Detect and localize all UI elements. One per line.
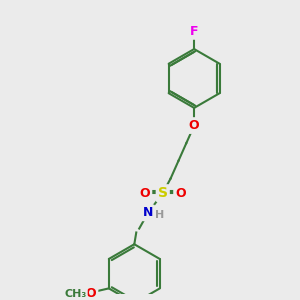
Text: S: S: [158, 186, 168, 200]
Text: N: N: [143, 206, 153, 219]
Text: O: O: [175, 187, 186, 200]
Text: CH₃: CH₃: [64, 289, 87, 299]
Text: F: F: [190, 25, 198, 38]
Text: H: H: [155, 210, 164, 220]
Text: O: O: [140, 187, 150, 200]
Text: O: O: [189, 119, 200, 132]
Text: O: O: [86, 287, 97, 300]
